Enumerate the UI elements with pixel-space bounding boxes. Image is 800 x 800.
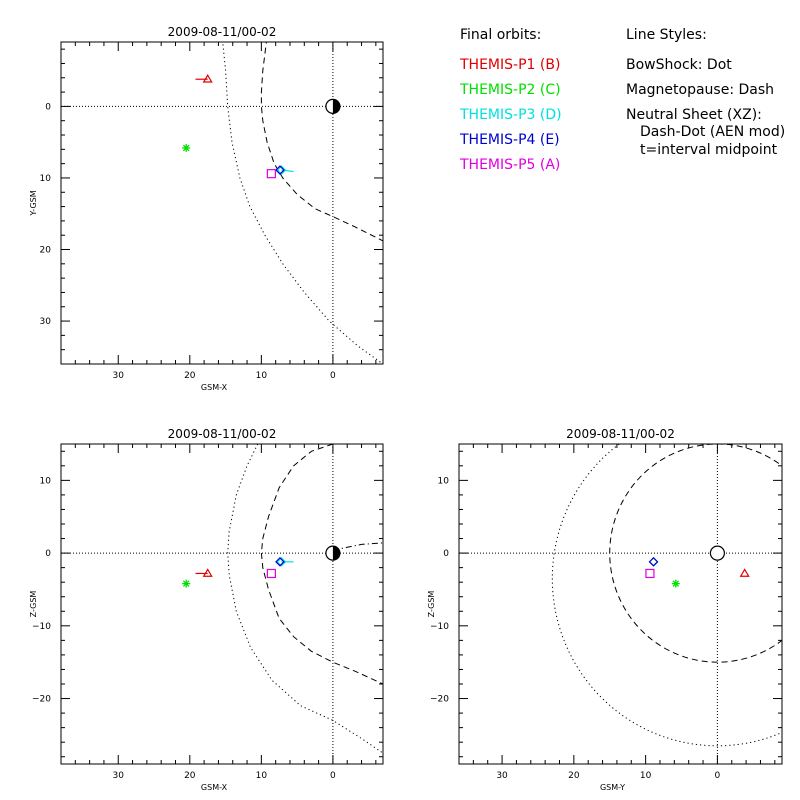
x-tick-label: 30 <box>496 771 508 781</box>
diamond-icon <box>275 556 285 567</box>
plot-area <box>459 444 782 764</box>
styles-title: Line Styles: <box>626 27 707 43</box>
legend-probe-p5: THEMIS-P5 (A) <box>460 157 561 173</box>
legend-probe-p4: THEMIS-P4 (E) <box>460 132 560 148</box>
x-tick-label: 0 <box>330 371 336 381</box>
chart-panel-3: 30 20 10 0 10 0 −10 −20 2009-08-11/00-02 GSM-Y Z-G… <box>427 427 783 792</box>
chart-title: 2009-08-11/00-02 <box>566 427 675 441</box>
x-tick-label: 10 <box>256 371 268 381</box>
probe-marker-5 <box>266 169 276 179</box>
legend-style-magnetopause: Magnetopause: Dash <box>626 82 775 98</box>
square-icon <box>266 169 276 179</box>
asterisk-stroke <box>182 144 190 152</box>
bowshock-curve <box>222 42 383 364</box>
probe-marker-4 <box>275 165 285 175</box>
y-tick-label: 10 <box>40 476 52 486</box>
earth-nightside-icon <box>332 546 340 561</box>
x-axis-label: GSM-X <box>201 383 228 392</box>
triangle-icon <box>739 568 750 577</box>
triangle-icon <box>202 74 213 83</box>
earth-nightside-icon <box>332 99 340 114</box>
y-tick-label: 30 <box>40 317 52 327</box>
legend-style-dashdot: Dash-Dot (AEN mod) <box>640 124 786 140</box>
diamond-icon <box>276 165 287 175</box>
legend-style-bowshock: BowShock: Dot <box>626 57 732 73</box>
square-icon <box>645 568 655 579</box>
diamond-icon <box>275 165 285 175</box>
probe-marker-5 <box>645 568 655 579</box>
asterisk-stroke <box>182 580 190 587</box>
chart-title: 2009-08-11/00-02 <box>168 25 277 39</box>
asterisk-stroke <box>672 580 680 587</box>
earth-icon <box>709 545 726 561</box>
magnetopause-curve <box>260 444 383 685</box>
plot-area <box>61 42 383 364</box>
probe-marker-5 <box>266 568 276 579</box>
bowshock-curve <box>551 444 782 747</box>
orbits-title: Final orbits: <box>460 27 542 43</box>
square-icon <box>266 568 276 579</box>
probe-marker-2 <box>671 579 680 588</box>
x-tick-label: 20 <box>568 771 580 781</box>
y-tick-label: 0 <box>443 549 449 559</box>
x-axis-label: GSM-X <box>201 783 228 792</box>
bowshock-curve <box>227 444 383 754</box>
probe-marker-4 <box>275 556 285 567</box>
probe-marker-1 <box>739 568 750 577</box>
x-axis-label: GSM-Y <box>600 783 625 792</box>
y-tick-label: −10 <box>430 622 449 632</box>
y-tick-label: 10 <box>438 476 450 486</box>
plot-frame <box>458 443 783 765</box>
x-tick-label: 10 <box>640 771 652 781</box>
chart-panel-1: 30 20 10 0 0 10 20 30 2009-08-11/00-02 GSM-X Y-GSM <box>29 25 384 392</box>
x-tick-label: 0 <box>330 771 336 781</box>
probe-marker-2 <box>182 143 191 152</box>
y-tick-label: 0 <box>45 549 51 559</box>
diamond-icon <box>276 556 287 567</box>
y-axis-label: Z-GSM <box>29 591 38 618</box>
y-axis-label: Y-GSM <box>29 190 38 216</box>
diamond-icon <box>648 556 659 567</box>
legend-probe-p1: THEMIS-P1 (B) <box>460 57 561 73</box>
legend-style-neutral-sheet: Neutral Sheet (XZ): <box>626 107 762 123</box>
y-axis-label: Z-GSM <box>427 591 436 618</box>
magnetopause-curve <box>260 42 383 242</box>
plot-frame <box>60 443 384 765</box>
x-tick-label: 30 <box>113 771 125 781</box>
magnetopause-curve <box>609 444 782 663</box>
legend-probe-p2: THEMIS-P2 (C) <box>460 82 561 98</box>
y-tick-label: −20 <box>32 695 51 705</box>
y-tick-label: −10 <box>32 622 51 632</box>
probe-marker-3 <box>276 556 294 567</box>
x-tick-label: 0 <box>715 771 721 781</box>
y-tick-label: −20 <box>430 695 449 705</box>
y-tick-label: 10 <box>40 174 52 184</box>
legend-style-midpoint: t=interval midpoint <box>640 142 778 158</box>
x-tick-label: 10 <box>256 771 268 781</box>
probe-marker-1 <box>195 568 213 577</box>
legend-probe-p3: THEMIS-P3 (D) <box>460 107 562 123</box>
probe-marker-1 <box>195 74 213 83</box>
plot-frame <box>60 41 384 365</box>
x-tick-label: 20 <box>184 771 196 781</box>
chart-panel-2: 30 20 10 0 10 0 −10 −20 2009-08-11/00-02 GSM-X Z-G… <box>29 427 384 792</box>
probe-marker-4 <box>648 556 659 567</box>
y-tick-label: 20 <box>40 246 52 256</box>
triangle-icon <box>202 568 213 577</box>
plot-area <box>61 444 383 764</box>
x-tick-label: 30 <box>113 371 125 381</box>
x-tick-label: 20 <box>184 371 196 381</box>
probe-marker-2 <box>182 579 191 588</box>
probe-marker-3 <box>648 556 659 567</box>
y-tick-label: 0 <box>45 102 51 112</box>
neutral-sheet-curve <box>332 542 383 551</box>
chart-title: 2009-08-11/00-02 <box>168 427 277 441</box>
probe-marker-3 <box>276 165 294 175</box>
diamond-icon <box>648 556 659 567</box>
